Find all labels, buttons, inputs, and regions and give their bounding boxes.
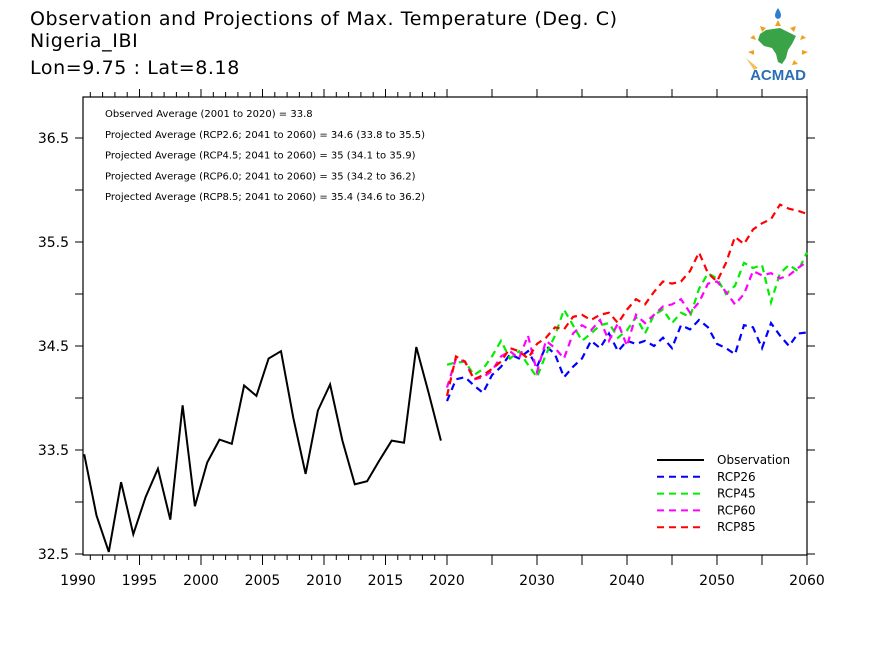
chart-title: Observation and Projections of Max. Temp… [30,8,618,30]
series-line-rcp26 [445,318,808,402]
y-axis-labels: 32.5 33.5 34.5 35.5 36.5 [38,131,69,563]
africa-icon [758,28,796,64]
legend-label-rcp85: RCP85 [717,520,756,534]
coordinates: Lon=9.75 : Lat=8.18 [30,57,240,79]
y-tick-label: 35.5 [38,235,69,251]
legend: Observation RCP26 RCP45 RCP60 RCP85 [657,453,790,534]
annotations: Observed Average (2001 to 2020) = 33.8 Pr… [105,109,425,203]
x-tick-label: 1990 [60,573,96,589]
acmad-logo: ACMAD [746,8,808,82]
legend-label-rcp45: RCP45 [717,487,756,501]
annotation-text: Projected Average (RCP6.0; 2041 to 2060)… [105,171,416,182]
x-tick-label: 2050 [699,573,735,589]
x-tick-label: 2010 [306,573,342,589]
x-axis-labels: 1990 1995 2000 2005 2010 2015 2020 2030 2040 2050… [60,573,825,589]
legend-label-rcp26: RCP26 [717,470,756,484]
region-name: Nigeria_IBI [30,30,139,52]
series-line-observation [83,346,442,553]
sun-rays-icon [746,20,808,70]
series-lines [83,203,808,553]
x-tick-label: 2030 [519,573,555,589]
x-tick-label: 2005 [245,573,281,589]
plot-frame [82,96,808,556]
annotation-text: Projected Average (RCP4.5; 2041 to 2060)… [105,151,416,162]
y-tick-label: 36.5 [38,131,69,147]
annotation-text: Observed Average (2001 to 2020) = 33.8 [105,109,313,120]
x-tick-label: 2040 [609,573,645,589]
y-tick-label: 34.5 [38,339,69,355]
x-tick-label: 2015 [368,573,404,589]
logo-text: ACMAD [750,67,806,82]
y-tick-label: 33.5 [38,443,69,459]
x-tick-label: 2060 [789,573,825,589]
legend-label-observation: Observation [717,453,790,467]
x-tick-label: 2000 [183,573,219,589]
axis-ticks [75,89,815,565]
annotation-text: Projected Average (RCP2.6; 2041 to 2060)… [105,130,425,141]
series-line-rcp60 [445,260,808,388]
x-tick-label: 2020 [429,573,465,589]
annotation-text: Projected Average (RCP8.5; 2041 to 2060)… [105,192,425,203]
y-tick-label: 32.5 [38,547,69,563]
legend-label-rcp60: RCP60 [717,503,756,517]
x-tick-label: 1995 [122,573,158,589]
water-drop-icon [775,8,781,19]
